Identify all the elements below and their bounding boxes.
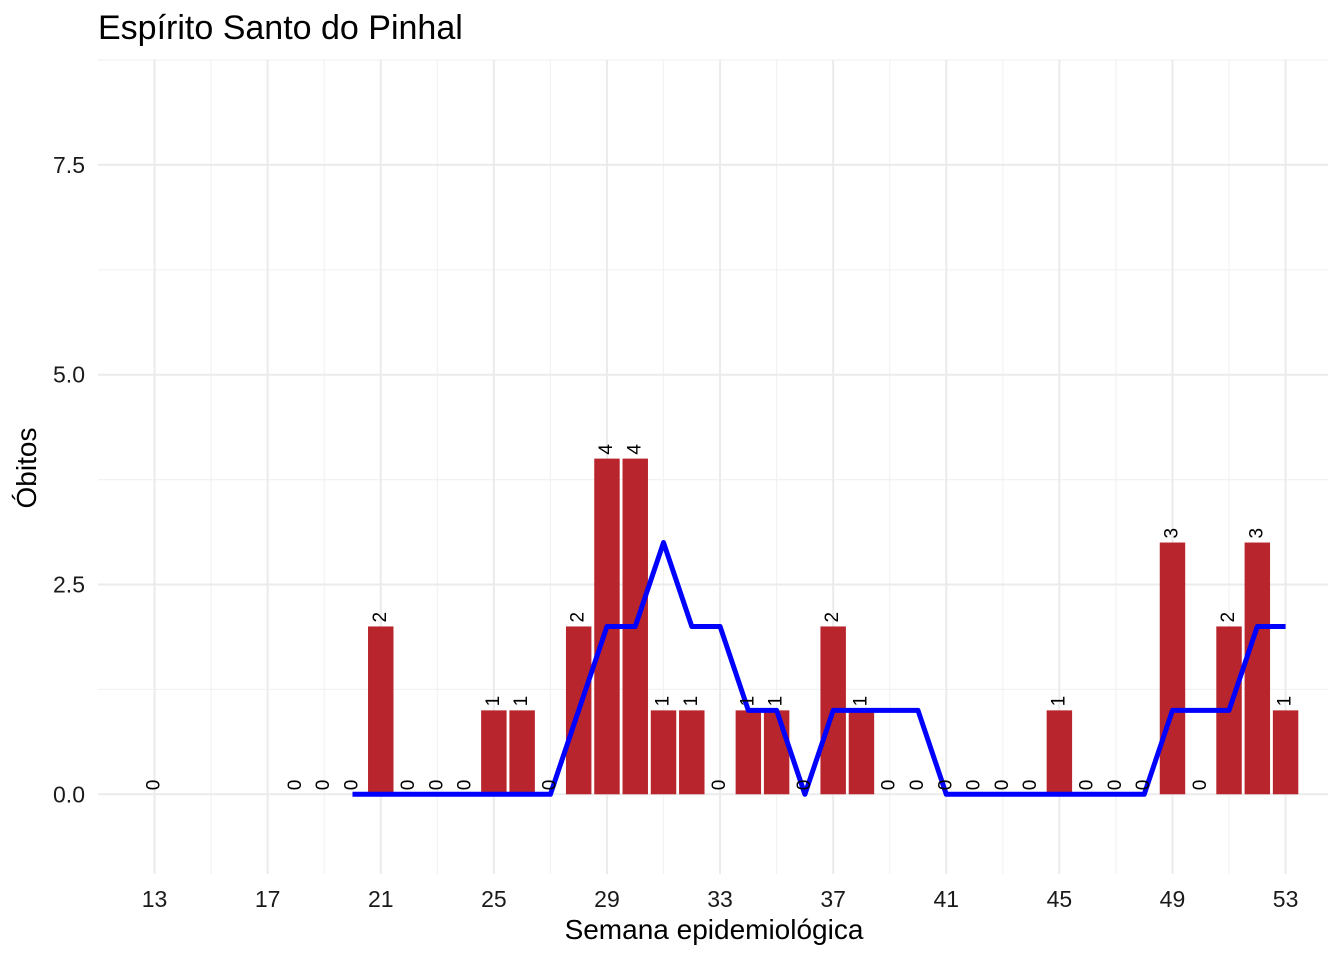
bar-value-label: 0 xyxy=(1190,780,1211,791)
x-tick-label: 25 xyxy=(481,886,507,912)
bar-value-label: 0 xyxy=(794,780,815,791)
y-tick-label: 2.5 xyxy=(53,571,85,597)
moving-average-polyline xyxy=(352,540,1286,797)
bar-value-label: 0 xyxy=(907,780,928,791)
bar-value-label: 2 xyxy=(1218,612,1239,623)
bar-value-label: 1 xyxy=(653,696,674,707)
bar-value-label: 0 xyxy=(1020,780,1041,791)
bar-value-label: 0 xyxy=(455,780,476,791)
bar xyxy=(735,710,762,795)
x-tick-label: 53 xyxy=(1273,886,1299,912)
bar-value-label: 0 xyxy=(1077,780,1098,791)
bar-value-label: 1 xyxy=(1048,696,1069,707)
bar-value-label: 3 xyxy=(1161,528,1182,539)
bar xyxy=(368,626,394,795)
bar-value-label: 1 xyxy=(483,696,504,707)
bar-value-label: 1 xyxy=(681,696,702,707)
bar-value-label: 0 xyxy=(398,780,419,791)
bar-value-label: 0 xyxy=(1105,780,1126,791)
x-tick-label: 37 xyxy=(820,886,846,912)
bar xyxy=(1272,710,1299,795)
bar-value-label: 0 xyxy=(879,780,900,791)
x-tick-label: 49 xyxy=(1160,886,1186,912)
bar xyxy=(509,710,535,795)
bar-value-label: 0 xyxy=(285,780,306,791)
x-tick-label: 13 xyxy=(142,886,168,912)
y-axis-title: Óbitos xyxy=(11,428,42,509)
bar-value-label: 0 xyxy=(964,780,985,791)
bar xyxy=(1244,542,1271,795)
moving-average-line xyxy=(352,540,1286,797)
x-tick-label: 41 xyxy=(933,886,959,912)
bar-value-label: 0 xyxy=(426,780,447,791)
bar-value-label: 0 xyxy=(935,780,956,791)
bar-value-label: 0 xyxy=(992,780,1013,791)
bar xyxy=(481,710,507,795)
bar-value-label: 2 xyxy=(822,612,843,623)
x-tick-label: 33 xyxy=(707,886,733,912)
bar xyxy=(650,710,677,795)
bar-value-label: 3 xyxy=(1246,528,1267,539)
bar-value-label: 4 xyxy=(624,444,645,455)
x-tick-label: 17 xyxy=(255,886,281,912)
bar-value-label: 0 xyxy=(341,780,362,791)
y-tick-label: 7.5 xyxy=(53,152,85,178)
bar xyxy=(1046,710,1073,795)
bar-value-label: 1 xyxy=(850,696,871,707)
bar-value-label: 2 xyxy=(568,612,589,623)
bar-value-label: 0 xyxy=(144,780,165,791)
bar-value-label: 0 xyxy=(313,780,334,791)
y-tick-label: 0.0 xyxy=(53,781,85,807)
bar-value-label: 1 xyxy=(1275,696,1296,707)
bar-value-label: 1 xyxy=(766,696,787,707)
bar xyxy=(1159,542,1186,795)
x-axis-title: Semana epidemiológica xyxy=(565,914,864,945)
bar-value-label: 4 xyxy=(596,444,617,455)
bar xyxy=(763,710,790,795)
bars xyxy=(368,458,1299,795)
bar-value-label: 0 xyxy=(539,780,560,791)
bar xyxy=(848,710,875,795)
axis-ticks: 13 17 21 25 29 33 37 41 45 49 530.02.55.07.5 xyxy=(53,152,1298,912)
gridlines xyxy=(98,59,1328,874)
bar-value-label: 2 xyxy=(370,612,391,623)
x-tick-label: 29 xyxy=(594,886,620,912)
y-tick-label: 5.0 xyxy=(53,362,85,388)
bar-value-label: 1 xyxy=(511,696,532,707)
bar-value-label: 1 xyxy=(737,696,758,707)
bar-value-label: 0 xyxy=(709,780,730,791)
x-tick-label: 21 xyxy=(368,886,394,912)
x-tick-label: 45 xyxy=(1047,886,1073,912)
bar xyxy=(679,710,705,795)
bar-value-label: 0 xyxy=(1133,780,1154,791)
chart-title: Espírito Santo do Pinhal xyxy=(98,9,463,47)
